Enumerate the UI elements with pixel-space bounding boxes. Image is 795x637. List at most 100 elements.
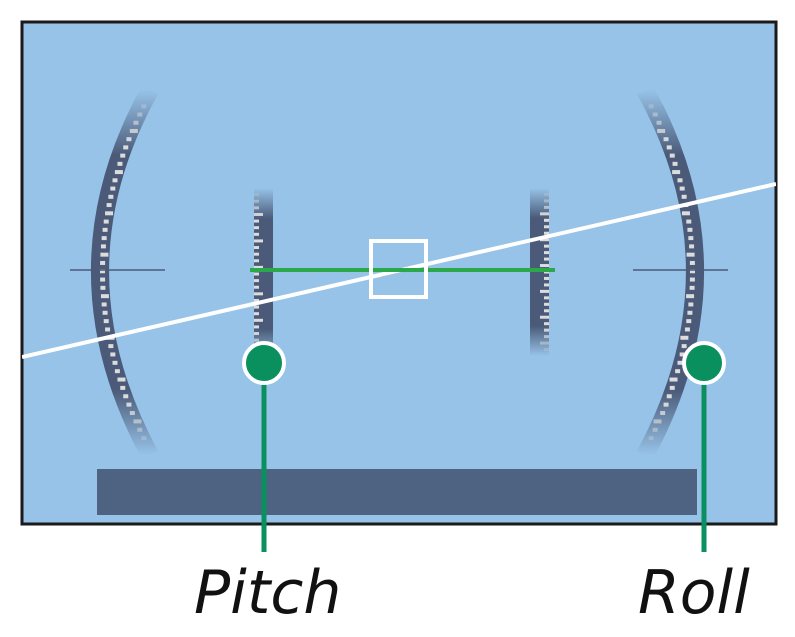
screen-background (20, 20, 778, 526)
scale-tick (254, 318, 263, 322)
scale-tick (680, 335, 689, 340)
scale-tick (112, 178, 118, 183)
scale-tick (544, 231, 549, 235)
scale-tick (652, 427, 658, 432)
scale-tick (689, 244, 695, 249)
scale-tick (672, 170, 681, 175)
scale-tick (254, 232, 259, 236)
scale-tick (254, 312, 259, 316)
scale-tick (105, 327, 111, 332)
scale-tick (540, 264, 549, 268)
pitch-callout-marker (242, 341, 286, 385)
scale-tick (254, 285, 259, 289)
right-roll-scale-ticks (648, 104, 695, 441)
scale-tick (100, 277, 106, 282)
scale-tick (117, 161, 123, 166)
scale-tick (102, 227, 108, 232)
scale-tick (544, 348, 549, 352)
scale-tick (544, 302, 549, 306)
scale-tick (108, 344, 114, 349)
scale-tick (666, 394, 672, 399)
scale-tick (100, 269, 105, 274)
scale-tick (129, 411, 135, 416)
scale-tick (100, 244, 106, 249)
scale-tick (254, 279, 259, 283)
scale-tick (114, 369, 120, 374)
scale-tick (687, 310, 693, 315)
scale-tick (254, 219, 259, 223)
scale-tick (672, 161, 678, 166)
scale-tick (663, 402, 669, 407)
scale-tick (688, 236, 694, 241)
scale-tick (687, 227, 693, 232)
scale-tick (254, 338, 259, 342)
bottom-info-bar (97, 469, 697, 515)
scale-tick (653, 419, 662, 424)
scale-tick (544, 328, 549, 332)
scale-tick (669, 153, 675, 158)
scale-tick (100, 260, 106, 265)
scale-tick (254, 305, 259, 309)
scale-tick (679, 352, 685, 357)
scale-tick (133, 120, 139, 125)
scale-tick (686, 252, 695, 257)
scale-tick (652, 112, 658, 117)
scale-tick (129, 128, 138, 133)
scale-tick (686, 319, 692, 324)
scale-tick (657, 128, 666, 133)
scale-tick (254, 212, 263, 216)
scale-tick (686, 219, 692, 224)
scale-tick (133, 419, 142, 424)
scale-tick (544, 335, 549, 339)
scale-tick (540, 212, 549, 216)
scale-tick (254, 252, 259, 256)
scale-tick (689, 277, 695, 282)
scale-tick (126, 137, 132, 142)
scale-tick (123, 145, 129, 150)
scale-tick (101, 302, 107, 307)
scale-tick (103, 219, 109, 224)
scale-tick (681, 344, 687, 349)
scale-tick (120, 385, 126, 390)
scale-tick (254, 199, 259, 203)
scale-tick (684, 327, 690, 332)
scale-tick (544, 276, 549, 280)
scale-tick (666, 145, 672, 150)
scale-tick (141, 104, 147, 109)
scale-tick (141, 436, 147, 441)
scale-tick (544, 218, 549, 222)
scale-tick (648, 436, 654, 441)
scale-tick (117, 377, 126, 382)
scale-tick (100, 285, 106, 290)
scale-tick (100, 252, 109, 257)
scale-tick (544, 251, 549, 255)
roll-label: Roll (638, 558, 750, 628)
scale-tick (679, 186, 685, 191)
scale-tick (544, 322, 549, 326)
scale-tick (254, 246, 259, 250)
scale-tick (663, 137, 669, 142)
scale-tick (544, 296, 549, 300)
scale-tick (544, 205, 549, 209)
scale-tick (677, 178, 683, 183)
scale-tick (254, 272, 259, 276)
scale-tick (690, 269, 695, 274)
scale-tick (544, 192, 549, 196)
scale-tick (540, 315, 549, 319)
scale-tick (120, 153, 126, 158)
scale-tick (544, 283, 549, 287)
scale-tick (544, 309, 549, 313)
scale-tick (100, 294, 109, 299)
scale-tick (648, 104, 654, 109)
scale-tick (689, 285, 695, 290)
pitch-label: Pitch (194, 558, 342, 628)
scale-tick (660, 411, 666, 416)
scale-tick (101, 236, 107, 241)
scale-tick (544, 199, 549, 203)
scale-tick (540, 341, 549, 345)
scale-tick (544, 244, 549, 248)
scale-tick (669, 377, 678, 382)
scale-tick (254, 206, 259, 210)
scale-tick (677, 360, 683, 365)
